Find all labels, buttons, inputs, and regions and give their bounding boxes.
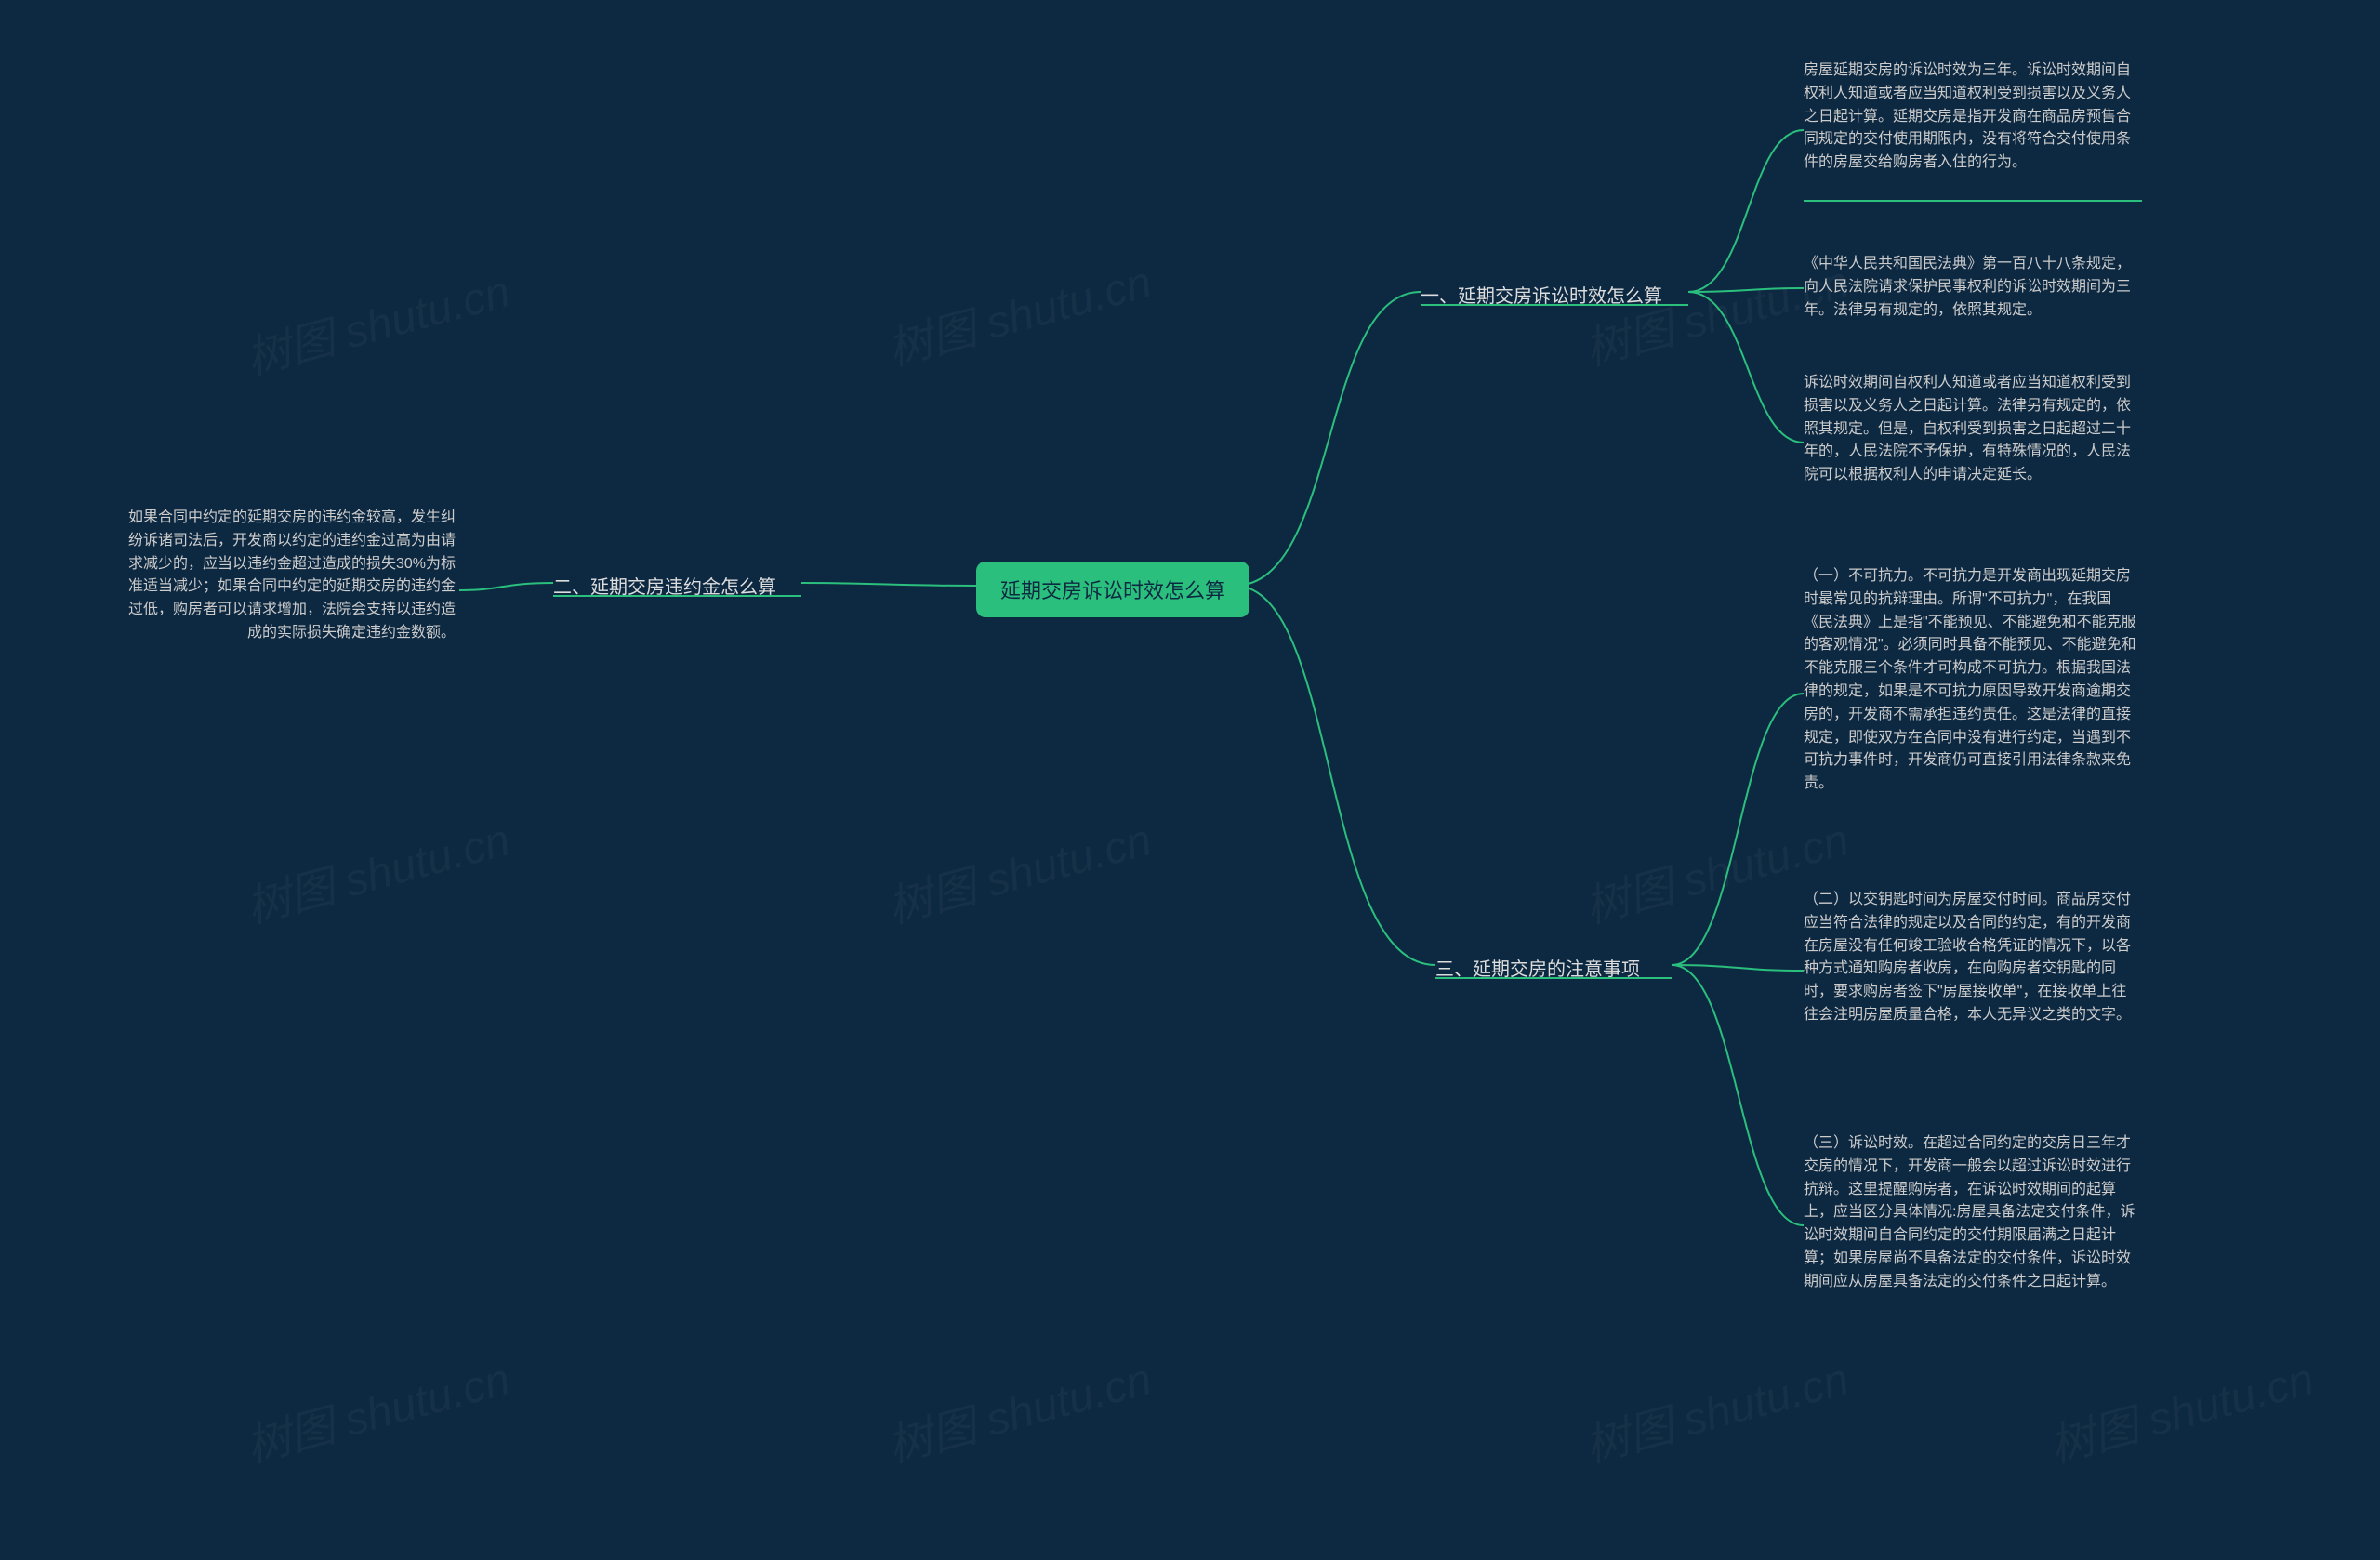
watermark: 树图 shutu.cn xyxy=(2042,1342,2320,1475)
mindmap-center-node[interactable]: 延期交房诉讼时效怎么算 xyxy=(976,562,1250,617)
branch-1-leaf-2: 《中华人民共和国民法典》第一百八十八条规定，向人民法院请求保护民事权利的诉讼时效… xyxy=(1804,253,2138,322)
watermark: 树图 shutu.cn xyxy=(879,245,1157,378)
branch-2-leaf-1: 如果合同中约定的延期交房的违约金较高，发生纠纷诉诸司法后，开发商以约定的违约金过… xyxy=(121,507,456,645)
watermark: 树图 shutu.cn xyxy=(238,803,516,936)
branch-3-label[interactable]: 三、延期交房的注意事项 xyxy=(1435,954,1640,981)
branch-3-leaf-1: （一）不可抗力。不可抗力是开发商出现延期交房时最常见的抗辩理由。所谓"不可抗力"… xyxy=(1804,565,2138,796)
watermark: 树图 shutu.cn xyxy=(879,1342,1157,1475)
branch-3-leaf-2: （二）以交钥匙时间为房屋交付时间。商品房交付应当符合法律的规定以及合同的约定，有… xyxy=(1804,889,2138,1027)
branch-1-leaf-1: 房屋延期交房的诉讼时效为三年。诉讼时效期间自权利人知道或者应当知道权利受到损害以… xyxy=(1804,59,2138,175)
branch-3-leaf-3: （三）诉讼时效。在超过合同约定的交房日三年才交房的情况下，开发商一般会以超过诉讼… xyxy=(1804,1132,2138,1294)
watermark: 树图 shutu.cn xyxy=(879,803,1157,936)
watermark: 树图 shutu.cn xyxy=(238,1342,516,1475)
watermark: 树图 shutu.cn xyxy=(238,255,516,388)
branch-1-leaf-3: 诉讼时效期间自权利人知道或者应当知道权利受到损害以及义务人之日起计算。法律另有规… xyxy=(1804,372,2138,487)
watermark: 树图 shutu.cn xyxy=(1577,1342,1855,1475)
branch-2-label[interactable]: 二、延期交房违约金怎么算 xyxy=(553,572,776,599)
branch-1-label[interactable]: 一、延期交房诉讼时效怎么算 xyxy=(1421,281,1662,308)
